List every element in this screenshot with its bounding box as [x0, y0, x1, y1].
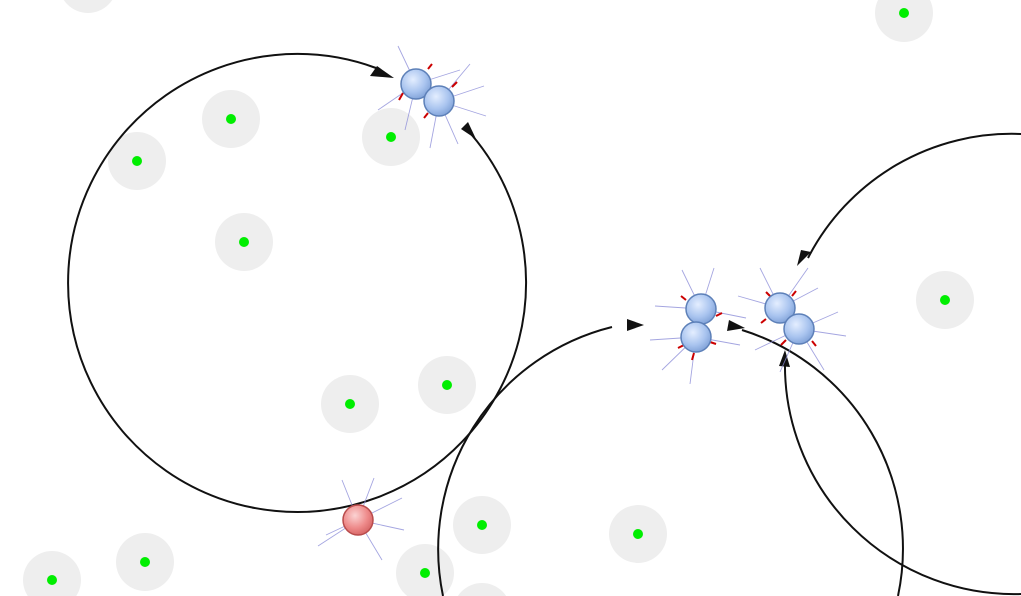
target: [396, 544, 454, 596]
orbit-path: [807, 132, 1021, 259]
orbit-layer: [67, 53, 1021, 596]
target: [875, 0, 933, 42]
target-layer: [23, 0, 974, 596]
agent-cluster: [649, 267, 747, 385]
target: [23, 551, 81, 596]
agent: [764, 292, 796, 324]
orbit-arrow-icon: [779, 350, 790, 367]
orbit-arrow-icon: [370, 66, 394, 78]
target: [116, 533, 174, 591]
target: [453, 496, 511, 554]
agent-cluster: [737, 267, 847, 373]
rogue-agent: [317, 477, 405, 561]
target: [321, 375, 379, 433]
orbit-path: [67, 53, 528, 513]
target: [609, 505, 667, 563]
orbit-path: [783, 359, 1021, 596]
arrow-layer: [370, 66, 811, 367]
target: [916, 271, 974, 329]
orbit-path: [437, 326, 613, 596]
agent: [685, 293, 717, 325]
target: [63, 0, 113, 13]
target: [362, 108, 420, 166]
target: [108, 132, 166, 190]
rogue-agent-body: [342, 504, 374, 536]
orbit-path: [741, 329, 904, 596]
agent: [680, 321, 712, 353]
agent-cluster: [377, 45, 487, 149]
agent: [783, 313, 815, 345]
orbit-arrow-icon: [627, 319, 644, 331]
target: [215, 213, 273, 271]
orbit-arrow-icon: [797, 250, 811, 266]
target: [457, 583, 507, 596]
orbit-arrow-icon: [461, 122, 476, 139]
agent: [423, 85, 455, 117]
target: [202, 90, 260, 148]
orbit-arrow-icon: [727, 320, 745, 331]
target: [418, 356, 476, 414]
agent: [400, 68, 432, 100]
